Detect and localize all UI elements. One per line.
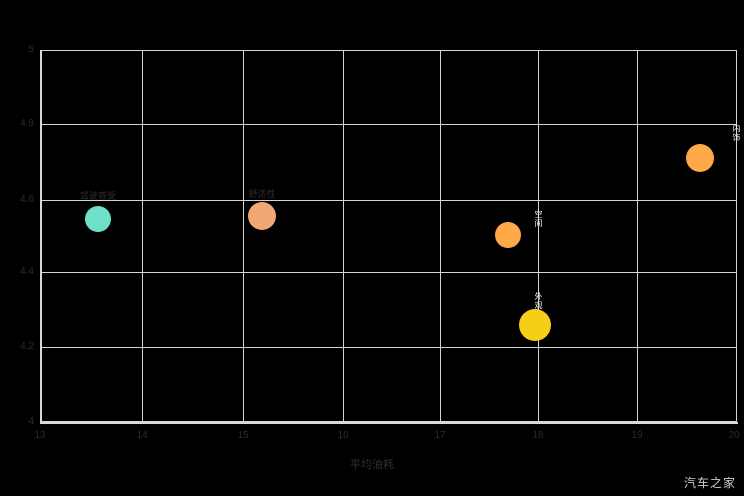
x-tick-label: 15 [237, 430, 249, 441]
gridline-vertical [736, 50, 737, 422]
data-point-label: 空间 [534, 210, 543, 228]
y-axis-line [40, 50, 42, 423]
data-point[interactable] [686, 144, 714, 172]
x-tick-label: 13 [34, 430, 46, 441]
y-tick-label: 4.2 [20, 341, 34, 352]
x-axis-line [40, 422, 738, 424]
data-point-label: 舒适性 [248, 189, 276, 199]
gridline-horizontal [40, 347, 737, 348]
gridline-vertical [637, 50, 638, 422]
gridline-vertical [243, 50, 244, 422]
data-point-label: 驾驶感受 [79, 191, 116, 201]
y-tick-label: 4.8 [20, 118, 34, 129]
plot-area: 驾驶感受 舒适性 空间 外观 内饰 [40, 50, 741, 422]
gridline-horizontal [40, 272, 737, 273]
data-point[interactable] [248, 202, 276, 230]
gridline-horizontal [40, 50, 737, 51]
y-tick-label: 4 [28, 416, 34, 427]
x-tick-label: 20 [728, 430, 740, 441]
y-tick-label: 4.4 [20, 266, 34, 277]
data-point[interactable] [519, 309, 551, 341]
y-tick-label: 4.6 [20, 194, 34, 205]
x-tick-label: 16 [337, 430, 349, 441]
x-tick-label: 17 [434, 430, 446, 441]
data-point[interactable] [495, 222, 521, 248]
x-tick-label: 19 [631, 430, 643, 441]
x-tick-label: 18 [532, 430, 544, 441]
gridline-horizontal [40, 421, 737, 422]
x-tick-label: 14 [136, 430, 148, 441]
data-point-label: 内饰 [732, 124, 741, 142]
watermark: 汽车之家 [683, 476, 736, 490]
gridline-vertical [440, 50, 441, 422]
data-point-label: 外观 [534, 292, 543, 310]
gridline-horizontal [40, 200, 737, 201]
y-tick-label: 5 [28, 44, 34, 55]
gridline-horizontal [40, 124, 737, 125]
data-point[interactable] [85, 206, 111, 232]
x-axis-title: 平均油耗 [350, 459, 394, 471]
gridline-vertical [538, 50, 539, 422]
gridline-vertical [142, 50, 143, 422]
gridline-vertical [343, 50, 344, 422]
